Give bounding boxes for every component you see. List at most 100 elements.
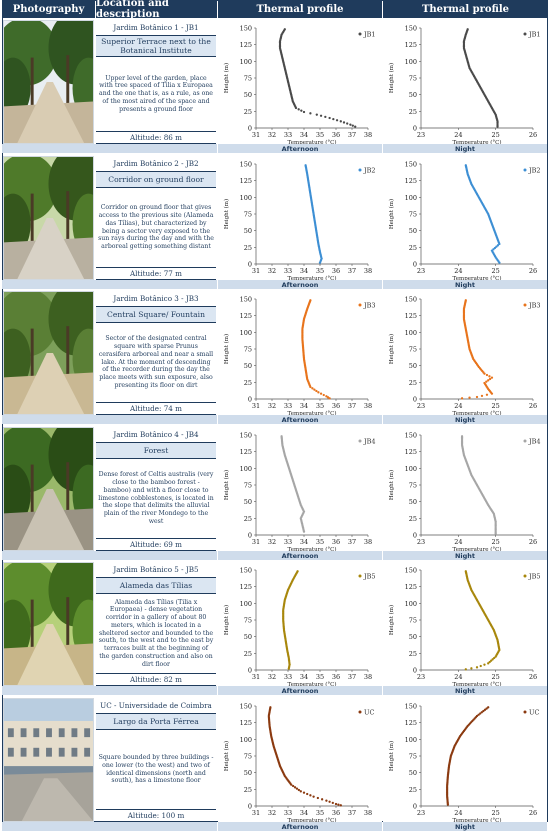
x-axis-label: Temperature (°C) [452, 139, 501, 146]
x-tick-label: 23 [417, 131, 425, 139]
legend-marker [523, 303, 527, 307]
y-tick-label: 125 [405, 583, 417, 591]
x-tick-label: 32 [268, 402, 276, 410]
data-point-UC-night [477, 713, 480, 716]
site-description-cell: Jardim Botânico 4 - JB4 Forest Dense fores… [96, 427, 216, 551]
thermal-chart-afternoon: 0 25 50 75 100 125 150 31 32 33 34 35 36 37 38 Height (… [218, 20, 382, 146]
building-window [58, 747, 65, 757]
y-tick-label: 100 [405, 194, 417, 202]
building-window [84, 728, 91, 738]
site-altitude: Altitude: 77 m [96, 268, 216, 280]
data-point-JB3-afternoon [328, 397, 331, 400]
row-separator [2, 415, 217, 424]
y-tick-label: 0 [413, 532, 417, 540]
data-point-UC-afternoon [309, 794, 312, 797]
y-tick-label: 100 [405, 329, 417, 337]
legend-marker [358, 303, 362, 307]
tree-trunk [66, 326, 70, 382]
thermal-chart-night: 0 25 50 75 100 125 150 23 24 25 26 Height (m) Temper… [383, 562, 547, 688]
tree-canopy [4, 464, 31, 526]
y-axis-label: Height (m) [223, 741, 230, 771]
data-point-JB2-night [498, 242, 501, 246]
y-tick-label: 0 [248, 125, 252, 133]
photo-path [17, 82, 85, 143]
y-tick-label: 150 [240, 703, 252, 711]
y-tick-label: 100 [405, 58, 417, 66]
data-point-JB1-afternoon [339, 120, 342, 123]
y-tick-label: 75 [244, 482, 252, 490]
x-tick-label: 33 [284, 673, 292, 681]
data-point-JB3-night [483, 372, 486, 375]
site-altitude: Altitude: 82 m [96, 674, 216, 686]
site-title: Jardim Botânico 5 - JB5 [96, 562, 216, 578]
legend-label: JB4 [363, 438, 376, 446]
data-point-JB1-afternoon [335, 119, 339, 122]
y-tick-label: 25 [409, 379, 417, 387]
y-tick-label: 75 [409, 211, 417, 219]
x-tick-label: 36 [332, 267, 340, 275]
x-axis-label: Temperature (°C) [452, 681, 501, 688]
y-tick-label: 25 [409, 650, 417, 658]
x-tick-label: 33 [284, 267, 292, 275]
y-axis-label: Height (m) [388, 470, 395, 500]
data-point-UC-afternoon [334, 802, 338, 806]
y-axis-label: Height (m) [388, 605, 395, 635]
legend-label: UC [364, 709, 374, 717]
legend-label: UC [529, 709, 539, 717]
site-description-cell: Jardim Botânico 2 - JB2 Corridor on groun… [96, 156, 216, 280]
thermal-chart-afternoon: 0 25 50 75 100 125 150 31 32 33 34 35 36 37 38 Height (… [218, 291, 382, 417]
y-tick-label: 150 [240, 432, 252, 440]
row-separator [2, 144, 217, 153]
x-tick-label: 33 [284, 402, 292, 410]
x-axis-label: Temperature (°C) [452, 546, 501, 553]
x-tick-label: 23 [417, 267, 425, 275]
y-tick-label: 150 [405, 161, 417, 169]
row-separator [2, 551, 217, 560]
data-point-JB5-night [479, 664, 482, 668]
chart-background [218, 562, 382, 688]
y-tick-label: 125 [405, 719, 417, 727]
thermal-chart-afternoon: 0 25 50 75 100 125 150 31 32 33 34 35 36 37 38 Height (… [218, 698, 382, 824]
thermal-chart-night: 0 25 50 75 100 125 150 23 24 25 26 Height (m) Temper… [383, 698, 547, 824]
x-tick-label: 37 [348, 809, 356, 817]
x-tick-label: 37 [348, 131, 356, 139]
x-tick-label: 34 [300, 673, 308, 681]
data-point-JB3-night [475, 395, 479, 399]
site-description-cell: Jardim Botânico 5 - JB5 Alameda das Tília… [96, 562, 216, 686]
x-tick-label: 24 [454, 267, 462, 275]
y-tick-label: 50 [409, 498, 417, 506]
x-tick-label: 32 [268, 538, 276, 546]
data-point-JB1-afternoon [349, 123, 352, 126]
y-axis-label: Height (m) [223, 605, 230, 635]
y-tick-label: 0 [413, 396, 417, 404]
x-tick-label: 23 [417, 673, 425, 681]
y-axis-label: Height (m) [388, 199, 395, 229]
chart-background [383, 698, 547, 824]
data-point-JB3-afternoon [313, 388, 316, 391]
tree-trunk [30, 193, 34, 243]
row-separator [2, 280, 217, 289]
x-tick-label: 35 [316, 402, 324, 410]
data-point-JB1-afternoon [332, 117, 335, 121]
data-point-JB2-afternoon [318, 261, 322, 264]
data-point-UC-night [482, 709, 485, 713]
legend-label: JB3 [363, 302, 376, 310]
data-point-UC-afternoon [293, 786, 297, 789]
data-point-UC-afternoon [325, 799, 328, 802]
legend-label: JB1 [528, 31, 541, 39]
site-altitude: Altitude: 100 m [96, 810, 216, 822]
thermal-chart-night: 0 25 50 75 100 125 150 23 24 25 26 Height (m) Temper… [383, 20, 547, 146]
tree-trunk [66, 597, 70, 653]
site-altitude: Altitude: 69 m [96, 539, 216, 551]
y-tick-label: 0 [248, 803, 252, 811]
data-point-JB3-afternoon [317, 391, 320, 394]
band-label-afternoon: Afternoon [218, 415, 382, 424]
tree-trunk [66, 55, 70, 111]
y-axis-label: Height (m) [223, 334, 230, 364]
site-description-cell: UC - Universidade de Coimbra Largo da Por… [96, 698, 216, 822]
y-tick-label: 25 [409, 515, 417, 523]
legend-marker [523, 439, 527, 443]
y-tick-label: 125 [240, 177, 252, 185]
header-photography: Photography [2, 0, 95, 18]
